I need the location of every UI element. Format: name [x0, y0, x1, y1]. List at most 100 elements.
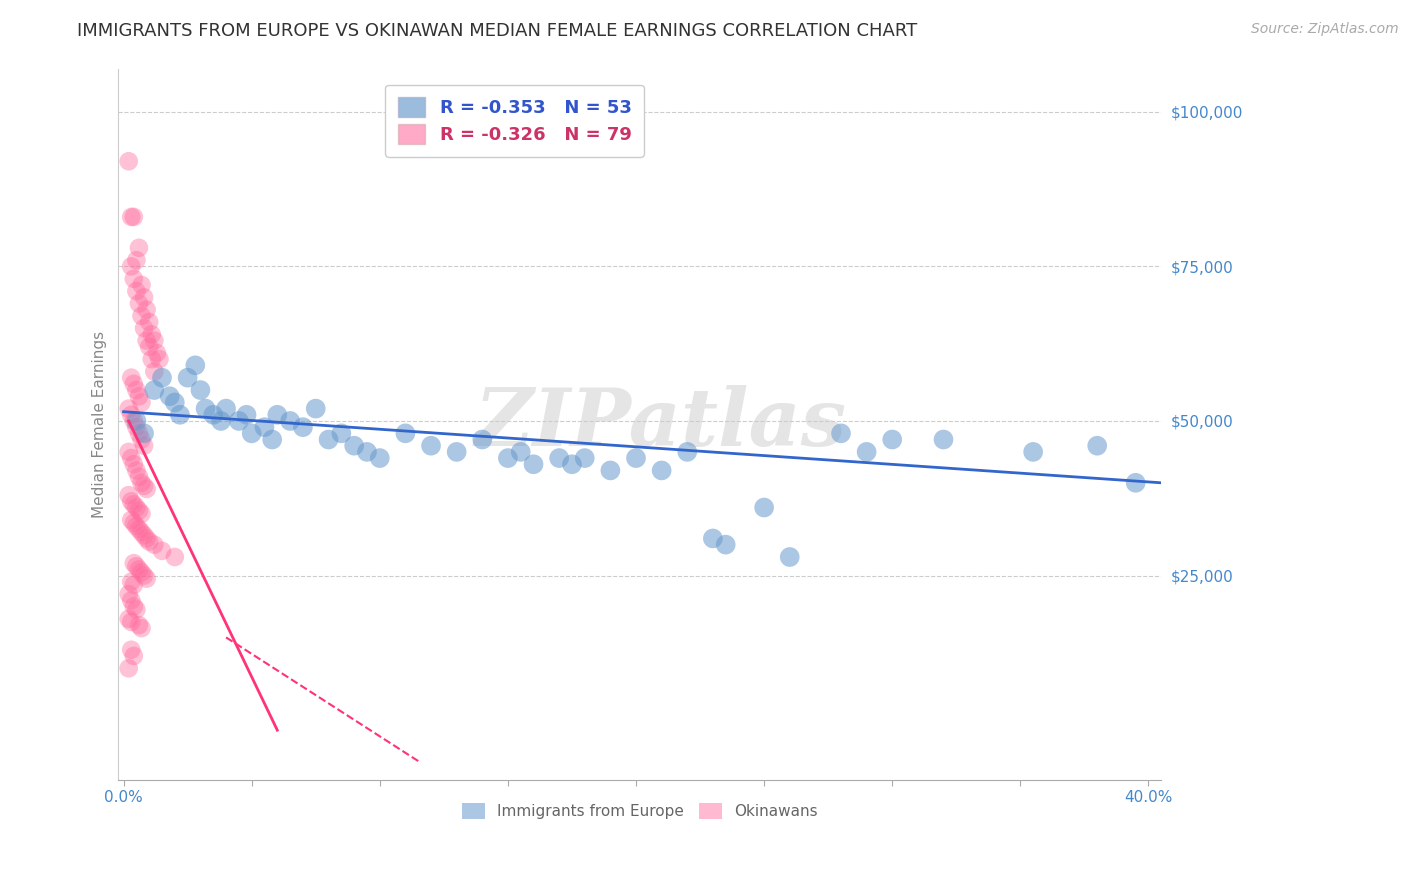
- Point: [120, 574, 142, 589]
- Point: [420, 439, 443, 453]
- Point: [128, 389, 150, 403]
- Point: [651, 463, 673, 477]
- Point: [131, 507, 153, 521]
- Point: [125, 519, 148, 533]
- Point: [122, 578, 145, 592]
- Point: [135, 532, 157, 546]
- Point: [779, 549, 801, 564]
- Point: [122, 457, 145, 471]
- Point: [676, 445, 699, 459]
- Point: [146, 346, 169, 360]
- Point: [132, 426, 155, 441]
- Text: Source: ZipAtlas.com: Source: ZipAtlas.com: [1251, 22, 1399, 37]
- Point: [752, 500, 775, 515]
- Point: [163, 549, 186, 564]
- Point: [278, 414, 301, 428]
- Point: [830, 426, 852, 441]
- Point: [118, 612, 141, 626]
- Point: [132, 439, 155, 453]
- Point: [125, 284, 148, 298]
- Point: [190, 383, 212, 397]
- Point: [118, 445, 141, 459]
- Point: [138, 534, 160, 549]
- Point: [215, 401, 238, 416]
- Point: [138, 315, 160, 329]
- Point: [120, 642, 142, 657]
- Point: [132, 290, 155, 304]
- Legend: Immigrants from Europe, Okinawans: Immigrants from Europe, Okinawans: [456, 797, 824, 825]
- Point: [118, 661, 141, 675]
- Point: [131, 525, 153, 540]
- Point: [169, 408, 191, 422]
- Point: [125, 253, 148, 268]
- Point: [135, 572, 157, 586]
- Point: [1125, 475, 1147, 490]
- Point: [291, 420, 314, 434]
- Point: [120, 408, 142, 422]
- Point: [122, 376, 145, 391]
- Point: [253, 420, 276, 434]
- Point: [150, 544, 173, 558]
- Point: [548, 451, 571, 466]
- Point: [128, 426, 150, 441]
- Point: [125, 463, 148, 477]
- Point: [135, 302, 157, 317]
- Point: [509, 445, 531, 459]
- Point: [132, 528, 155, 542]
- Point: [132, 479, 155, 493]
- Point: [368, 451, 391, 466]
- Point: [141, 327, 163, 342]
- Point: [122, 210, 145, 224]
- Point: [714, 538, 737, 552]
- Point: [122, 516, 145, 530]
- Text: ZIPatlas: ZIPatlas: [475, 385, 846, 463]
- Point: [125, 383, 148, 397]
- Point: [702, 532, 724, 546]
- Point: [471, 433, 494, 447]
- Point: [202, 408, 225, 422]
- Point: [135, 482, 157, 496]
- Point: [131, 277, 153, 292]
- Point: [128, 503, 150, 517]
- Point: [235, 408, 257, 422]
- Point: [143, 334, 166, 348]
- Point: [318, 433, 340, 447]
- Point: [122, 599, 145, 614]
- Point: [125, 414, 148, 428]
- Point: [120, 593, 142, 607]
- Point: [163, 395, 186, 409]
- Point: [143, 538, 166, 552]
- Point: [128, 241, 150, 255]
- Point: [159, 389, 181, 403]
- Point: [128, 618, 150, 632]
- Point: [1085, 439, 1108, 453]
- Point: [125, 500, 148, 515]
- Point: [599, 463, 621, 477]
- Point: [574, 451, 596, 466]
- Point: [132, 321, 155, 335]
- Point: [143, 383, 166, 397]
- Text: IMMIGRANTS FROM EUROPE VS OKINAWAN MEDIAN FEMALE EARNINGS CORRELATION CHART: IMMIGRANTS FROM EUROPE VS OKINAWAN MEDIA…: [77, 22, 918, 40]
- Point: [122, 498, 145, 512]
- Point: [125, 420, 148, 434]
- Point: [128, 522, 150, 536]
- Y-axis label: Median Female Earnings: Median Female Earnings: [93, 331, 107, 517]
- Point: [131, 395, 153, 409]
- Point: [305, 401, 328, 416]
- Point: [496, 451, 519, 466]
- Point: [932, 433, 955, 447]
- Point: [240, 426, 263, 441]
- Point: [118, 488, 141, 502]
- Point: [120, 210, 142, 224]
- Point: [128, 296, 150, 310]
- Point: [118, 587, 141, 601]
- Point: [125, 602, 148, 616]
- Point: [122, 414, 145, 428]
- Point: [266, 408, 288, 422]
- Point: [148, 352, 170, 367]
- Point: [120, 370, 142, 384]
- Point: [143, 364, 166, 378]
- Point: [446, 445, 468, 459]
- Point: [138, 340, 160, 354]
- Point: [120, 260, 142, 274]
